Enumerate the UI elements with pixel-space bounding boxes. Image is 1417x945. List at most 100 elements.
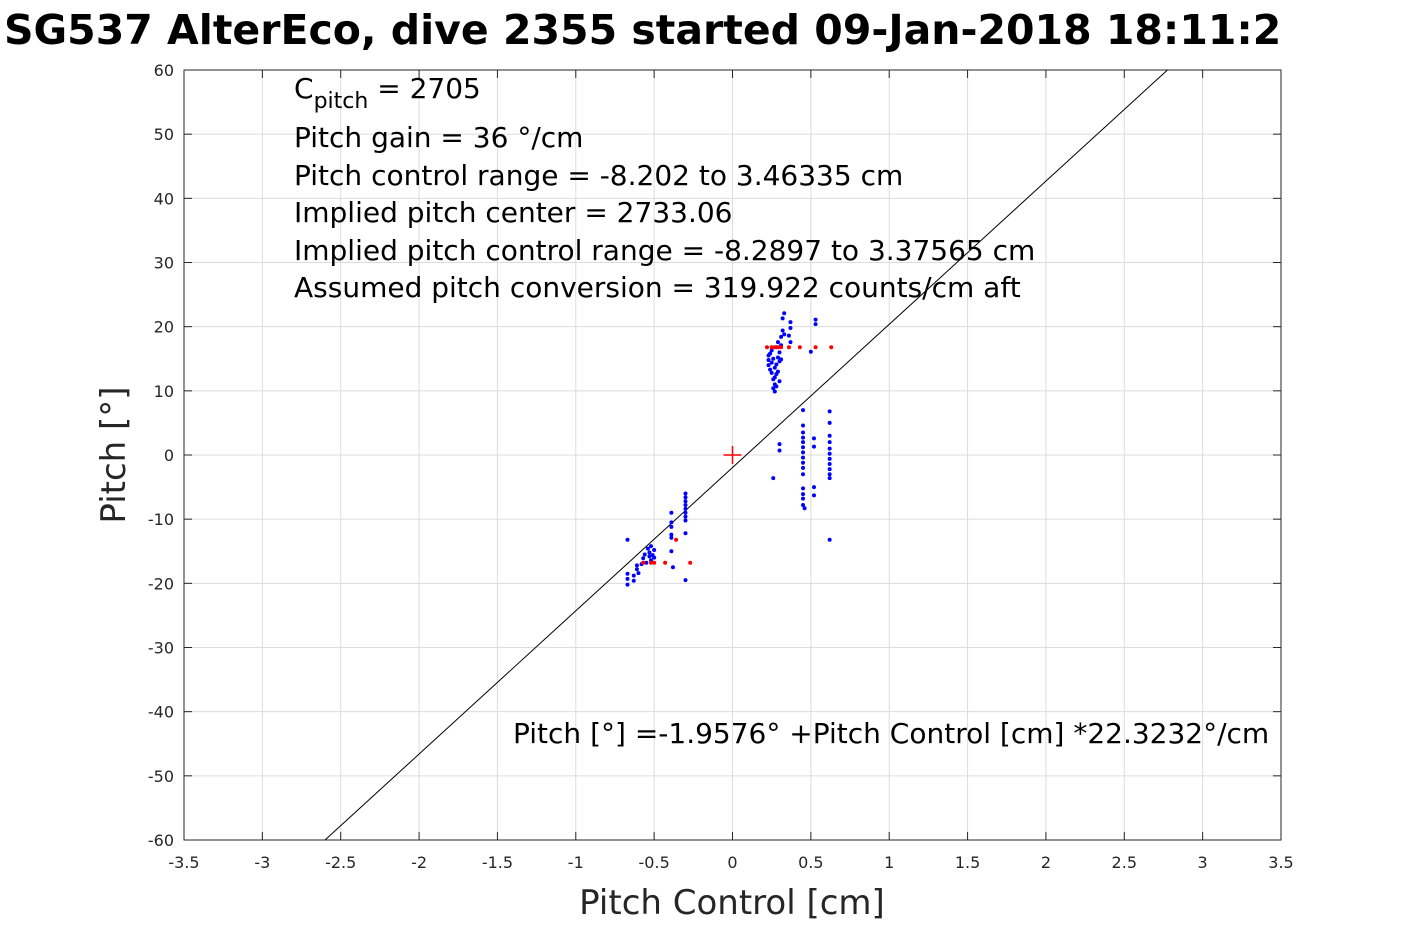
data-point xyxy=(669,549,674,554)
data-point xyxy=(769,370,774,375)
data-point xyxy=(829,345,834,350)
data-point xyxy=(772,375,777,380)
data-point xyxy=(827,451,832,456)
data-point xyxy=(636,571,641,576)
data-point xyxy=(827,446,832,451)
center-marker xyxy=(723,446,742,464)
x-tick-label: -0.5 xyxy=(639,853,670,872)
y-tick-label: 10 xyxy=(154,382,174,401)
data-point xyxy=(813,322,818,327)
data-point xyxy=(801,423,806,428)
pitch-control-range-annotation: Pitch control range = -8.202 to 3.46335 … xyxy=(294,159,903,192)
data-point xyxy=(634,563,639,568)
data-point xyxy=(631,573,636,578)
data-point xyxy=(683,499,688,504)
data-point xyxy=(827,472,832,477)
data-point xyxy=(797,345,802,350)
data-point xyxy=(647,550,652,555)
data-point xyxy=(801,450,806,455)
data-point xyxy=(788,340,793,345)
data-point xyxy=(775,355,780,360)
data-point xyxy=(801,440,806,445)
data-point xyxy=(641,556,646,561)
data-point xyxy=(811,493,816,498)
data-point xyxy=(801,465,806,470)
data-point xyxy=(782,311,787,316)
data-point xyxy=(777,442,782,447)
data-point xyxy=(625,582,630,587)
x-tick-label: -2.5 xyxy=(325,853,356,872)
y-tick-label: -50 xyxy=(148,767,174,786)
data-point xyxy=(788,320,793,325)
data-point xyxy=(777,448,782,453)
data-point xyxy=(766,358,771,363)
data-point xyxy=(813,317,818,322)
x-tick-label: 0 xyxy=(727,853,737,872)
data-point xyxy=(647,554,652,559)
y-tick-label: -10 xyxy=(148,510,174,529)
data-point xyxy=(775,345,780,350)
data-point xyxy=(766,363,771,368)
y-tick-label: 0 xyxy=(164,446,174,465)
x-tick-label: -3 xyxy=(254,853,270,872)
data-point xyxy=(827,537,832,542)
data-point xyxy=(827,467,832,472)
data-point xyxy=(779,334,784,339)
x-tick-label: 2 xyxy=(1041,853,1051,872)
data-point xyxy=(813,345,818,350)
data-point xyxy=(768,351,773,356)
data-point xyxy=(669,520,674,525)
data-point xyxy=(649,560,654,565)
data-point xyxy=(801,430,806,435)
data-point xyxy=(652,560,657,565)
data-point xyxy=(827,420,832,425)
data-point xyxy=(669,535,674,540)
y-tick-label: 40 xyxy=(154,189,174,208)
x-tick-label: 3 xyxy=(1198,853,1208,872)
c-pitch-annotation: Cpitch = 2705 xyxy=(294,72,481,114)
data-point xyxy=(801,503,806,508)
data-point xyxy=(775,340,780,345)
y-tick-label: -60 xyxy=(148,831,174,850)
data-point xyxy=(663,560,668,565)
data-point xyxy=(772,389,777,394)
data-point xyxy=(688,560,693,565)
data-point xyxy=(631,578,636,583)
data-point xyxy=(772,345,777,350)
data-point xyxy=(777,379,782,384)
y-tick-label: 30 xyxy=(154,254,174,273)
data-layer xyxy=(324,70,1169,840)
x-tick-label: -1 xyxy=(568,853,584,872)
data-point xyxy=(801,408,806,413)
data-point xyxy=(782,332,787,337)
y-tick-label: -40 xyxy=(148,703,174,722)
data-point xyxy=(775,369,780,374)
data-point xyxy=(772,365,777,370)
data-point xyxy=(801,492,806,497)
data-point xyxy=(801,496,806,501)
data-point xyxy=(683,503,688,508)
pitch-conversion-annotation: Assumed pitch conversion = 319.922 count… xyxy=(294,271,1021,304)
data-point xyxy=(786,345,791,350)
data-point xyxy=(801,455,806,460)
data-point xyxy=(801,445,806,450)
data-point xyxy=(827,456,832,461)
data-point xyxy=(779,357,784,362)
data-point xyxy=(649,544,654,549)
data-point xyxy=(774,384,779,389)
data-point xyxy=(625,571,630,576)
data-point xyxy=(625,576,630,581)
data-point xyxy=(808,349,813,354)
data-point xyxy=(779,345,784,350)
data-point xyxy=(811,485,816,490)
data-point xyxy=(827,476,832,481)
y-tick-label: 20 xyxy=(154,318,174,337)
data-point xyxy=(670,565,675,570)
data-point xyxy=(801,460,806,465)
data-point xyxy=(769,360,774,365)
data-point xyxy=(769,345,774,350)
data-point xyxy=(683,491,688,496)
x-tick-label: -2 xyxy=(411,853,427,872)
c-pitch-value: = 2705 xyxy=(368,72,481,105)
